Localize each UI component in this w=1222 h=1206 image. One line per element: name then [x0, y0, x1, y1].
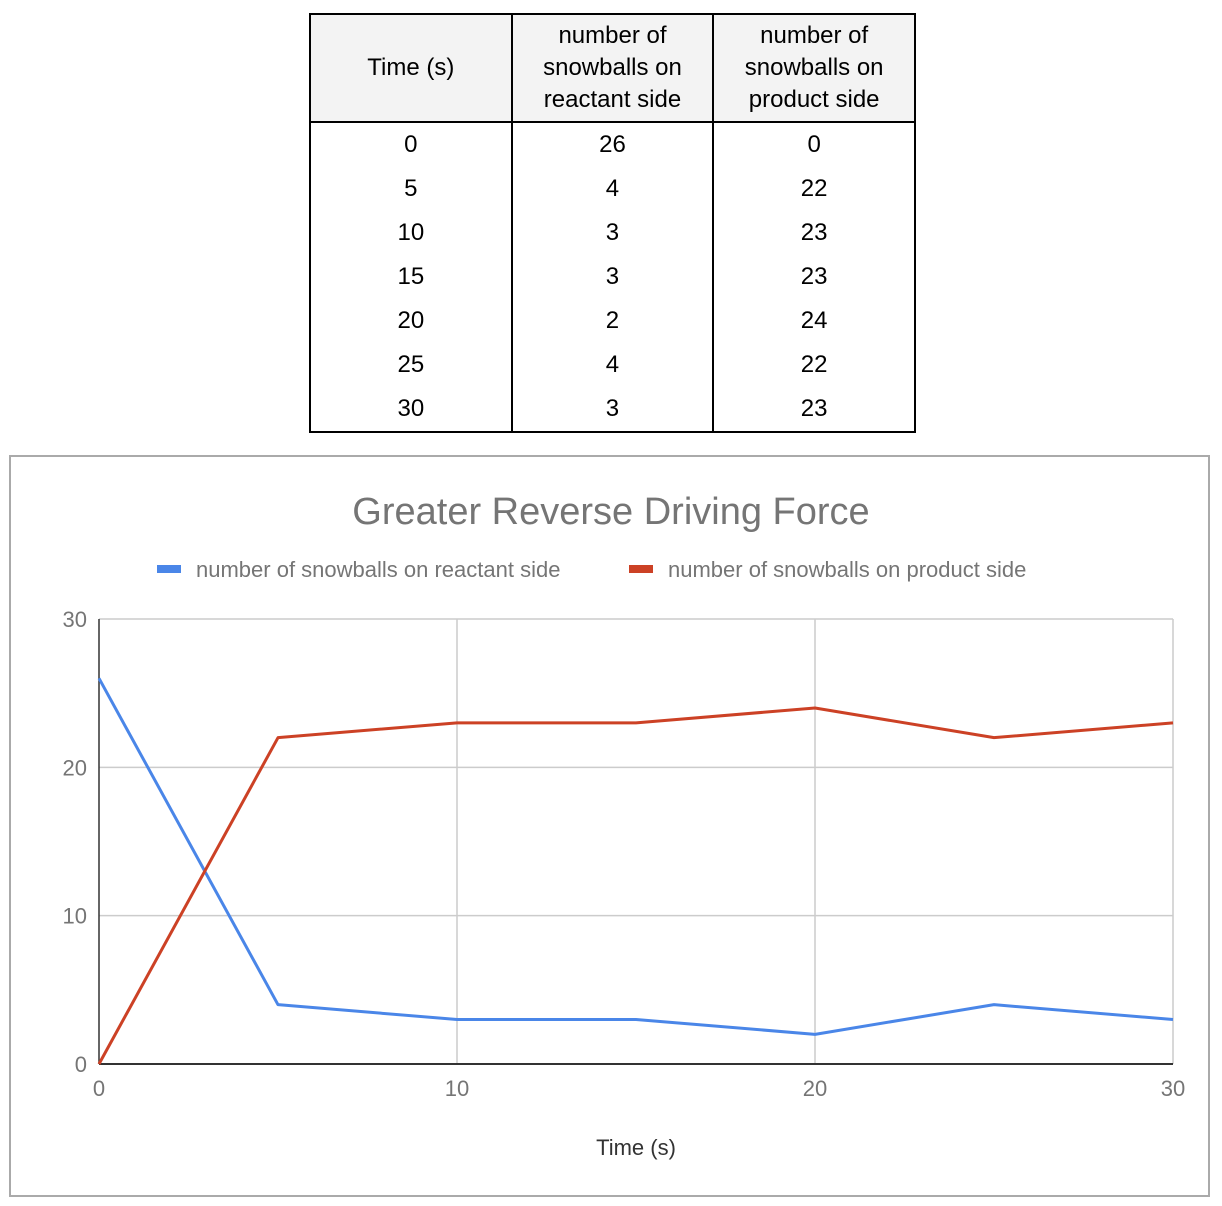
table-cell: 20	[309, 299, 513, 343]
legend-swatch	[157, 565, 181, 573]
table-cell: 23	[712, 255, 916, 299]
table-cell: 3	[510, 387, 715, 433]
table-cell: 4	[510, 343, 715, 387]
legend-label: number of snowballs on product side	[668, 557, 1026, 582]
series-line-product	[97, 706, 1174, 1065]
table-cell: 26	[510, 122, 715, 167]
table-cell: 15	[309, 255, 513, 299]
table-cell: 4	[510, 167, 715, 211]
y-tick-label: 20	[63, 755, 87, 780]
table-cell: 10	[309, 211, 513, 255]
table-cell: 0	[712, 122, 916, 167]
x-tick-label: 0	[93, 1076, 105, 1101]
table-row: 20 2 24	[309, 299, 916, 343]
table-cell: 2	[510, 299, 715, 343]
table-cell: 22	[712, 343, 916, 387]
x-tick-label: 10	[445, 1076, 469, 1101]
table-cell: 25	[309, 343, 513, 387]
table-cell: 3	[510, 211, 715, 255]
legend-label: number of snowballs on reactant side	[196, 557, 560, 582]
column-header: number of snowballs on reactant side	[510, 13, 715, 123]
table-cell: 23	[712, 387, 916, 433]
table-cell: 5	[309, 167, 513, 211]
chart-frame	[9, 455, 1210, 1197]
table-row: 25 4 22	[309, 343, 916, 387]
y-tick-label: 0	[75, 1052, 87, 1077]
x-tick-label: 30	[1161, 1076, 1185, 1101]
table-cell: 22	[712, 167, 916, 211]
table-cell: 24	[712, 299, 916, 343]
table-row: 0 26 0	[309, 122, 916, 167]
table-cell: 30	[309, 387, 513, 433]
table-row: 15 3 23	[309, 255, 916, 299]
chart-title: Greater Reverse Driving Force	[352, 491, 869, 533]
y-tick-label: 30	[63, 607, 87, 632]
y-tick-label: 10	[63, 904, 87, 929]
table-cell: 0	[309, 122, 513, 167]
data-table: Time (s) number of snowballs on reactant …	[309, 13, 916, 433]
table-row: 30 3 23	[309, 387, 916, 433]
table-row: 10 3 23	[309, 211, 916, 255]
column-header: number of snowballs on product side	[712, 13, 916, 123]
legend-swatch	[629, 565, 653, 573]
column-header: Time (s)	[309, 13, 513, 123]
table-cell: 3	[510, 255, 715, 299]
table-row: 5 4 22	[309, 167, 916, 211]
x-tick-label: 20	[803, 1076, 827, 1101]
table-cell: 23	[712, 211, 916, 255]
series-line-reactant	[97, 677, 1174, 1036]
x-axis-label: Time (s)	[596, 1135, 676, 1160]
